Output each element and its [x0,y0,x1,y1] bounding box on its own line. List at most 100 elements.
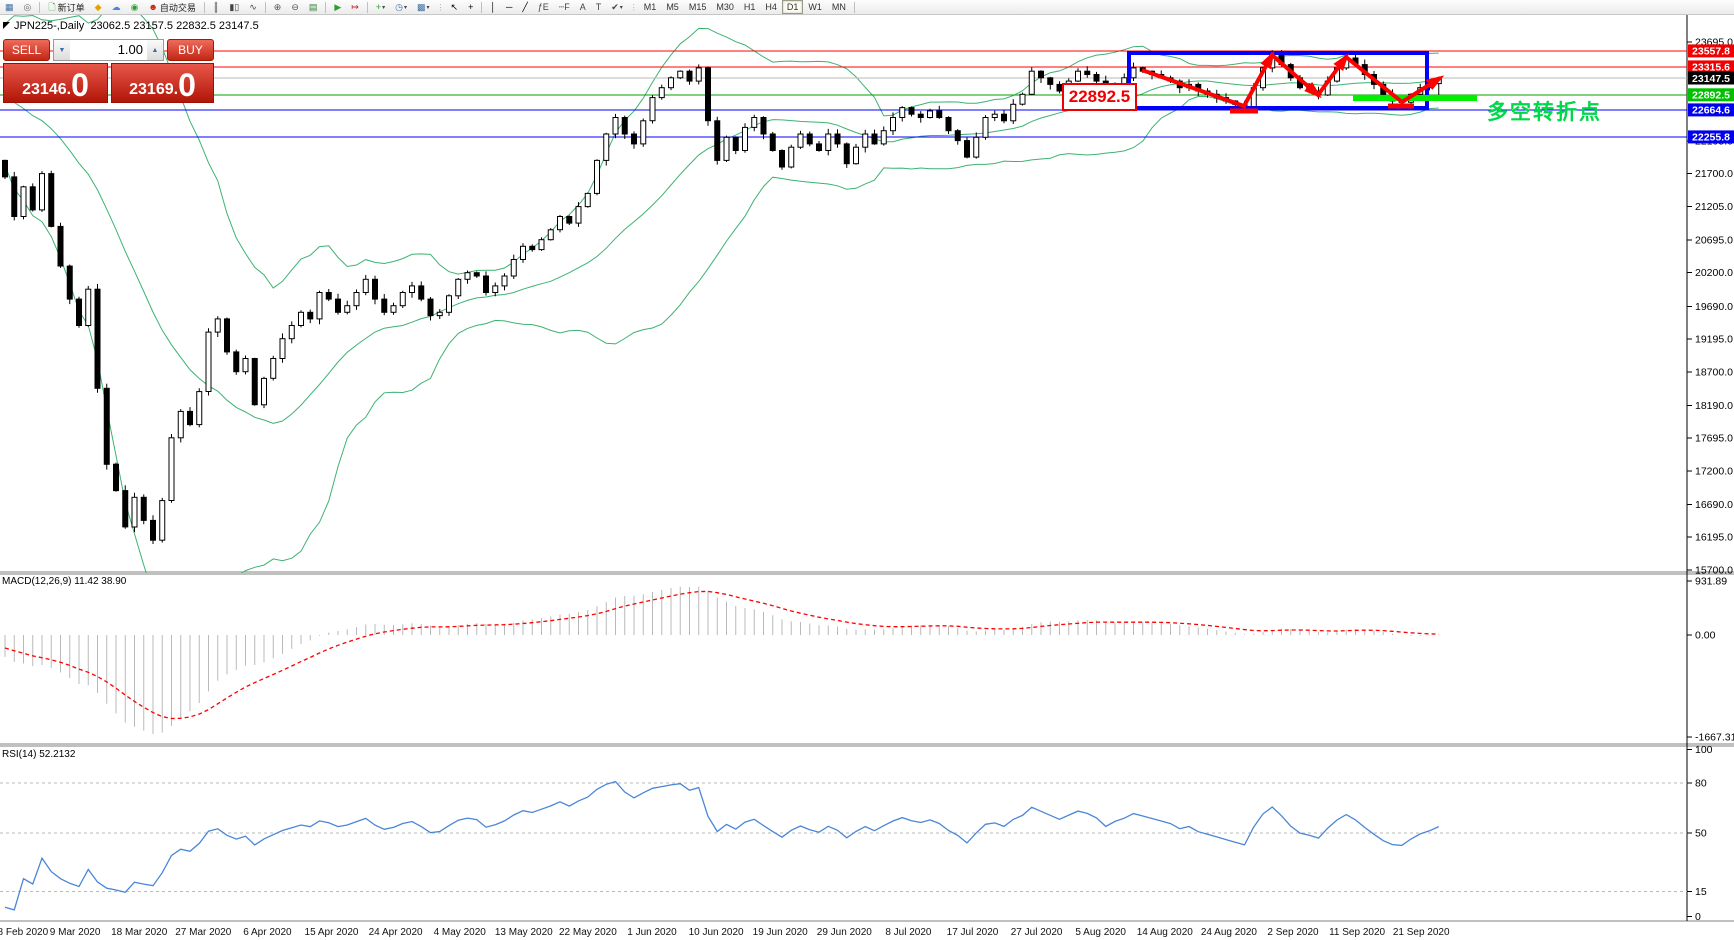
ohlc-close: 23147.5 [218,20,259,32]
timeframe-m30[interactable]: M30 [716,2,734,12]
rsi-tick: 0 [1695,911,1701,923]
auto-scroll-icon[interactable]: ▶ [330,0,345,14]
dropdown-arrow-icon[interactable]: ▾ [382,4,386,11]
date-label: 14 Aug 2020 [1137,927,1194,938]
price-level-badge [1688,88,1734,102]
templates-button: ▩ [417,2,426,12]
magnifier-icon[interactable]: ◎ [20,0,36,14]
new-order-button-label: 新订单 [57,2,85,13]
price-level-label: 23147.5 [1692,73,1730,85]
community-icon: ☁ [111,2,121,12]
date-label: 1 Jun 2020 [627,927,677,938]
ohlc-high: 23157.5 [133,20,174,32]
templates-button[interactable]: ▩ ▾ [413,0,434,14]
volume-increase-button[interactable]: ▲ [147,40,163,60]
periods-button[interactable]: ◷ ▾ [391,0,411,14]
date-label: 11 Sep 2020 [1329,927,1385,938]
zoom-in-icon: ⊕ [273,2,282,12]
sell-price-pip: 0 [71,67,89,103]
metaquotes-icon: ◆ [94,2,102,12]
bar-chart-icon[interactable]: ║ [209,0,223,14]
vertical-line-icon[interactable]: │ [486,0,500,14]
date-label: 8 Jul 2020 [885,927,932,938]
crosshair-icon[interactable]: + [464,0,477,14]
text-label-icon[interactable]: T [592,0,606,14]
macd-signal-line [4,590,1439,720]
fibo-expansion-icon[interactable]: ┄F [555,0,574,14]
cursor-icon: ↖ [450,2,459,12]
new-order-button: 🗋 [48,2,56,12]
date-label: 15 Apr 2020 [305,927,359,938]
price-tick: 20200.0 [1695,267,1733,279]
dropdown-arrow-icon[interactable]: ▾ [403,4,407,11]
price-level-label: 23315.6 [1692,62,1730,74]
date-label: 5 Aug 2020 [1075,927,1126,938]
metaquotes-icon[interactable]: ◆ [91,0,106,14]
autotrading-button[interactable]: ☻ 自动交易 [144,0,200,14]
crosshair-icon: + [468,2,474,12]
timeframe-m1[interactable]: M1 [643,2,657,12]
symbol-period: JPN225-,Daily [14,20,85,32]
timeframe-m15[interactable]: M15 [688,2,707,12]
new-order-button[interactable]: 🗋 新订单 [44,0,88,14]
volume-decrease-button[interactable]: ▼ [54,40,70,60]
price-tick: 21205.0 [1695,201,1733,213]
zoom-out-icon[interactable]: ⊖ [287,0,303,14]
autotrading-button-label: 自动交易 [159,2,196,13]
volume-value[interactable]: 1.00 [117,42,143,57]
date-label: 27 Jul 2020 [1011,927,1063,938]
zigzag-arrowhead [1260,50,1275,70]
price-tick: 20695.0 [1695,235,1733,247]
breakout-level-bar[interactable] [1353,95,1477,101]
arrows-icon[interactable]: ✔ ▾ [607,0,627,14]
auto-scroll-icon: ▶ [334,2,342,12]
date-label: 2 Sep 2020 [1267,927,1319,938]
macd-tick: 0.00 [1695,630,1716,642]
zoom-in-icon[interactable]: ⊕ [270,0,286,14]
fibonacci-icon[interactable]: ƒE [534,0,553,14]
price-tick: 16195.0 [1695,532,1733,544]
horizontal-line-icon[interactable]: ─ [502,0,516,14]
candlestick-icon[interactable]: ▮▯ [225,0,243,14]
toolbar-separator [481,1,483,13]
timeframe-h4[interactable]: H4 [765,2,777,12]
text-label-icon: T [595,2,602,12]
price-tick: 17695.0 [1695,433,1733,445]
rsi-tick: 80 [1695,778,1707,790]
zigzag-arrowhead [1304,81,1322,99]
buy-price: 23169 [129,81,174,98]
date-label: 10 Jun 2020 [689,927,744,938]
bar-chart-icon: ║ [212,2,220,12]
zigzag-arrowhead [1425,75,1445,91]
price-level-badge [1688,44,1734,58]
buy-button[interactable]: BUY [167,39,214,61]
level-lines [0,50,1687,138]
tile-windows-icon[interactable]: ▤ [305,0,322,14]
dropdown-arrow-icon[interactable]: ▾ [619,4,623,11]
new-chart-button[interactable]: + ▾ [372,0,389,14]
cursor-icon[interactable]: ↖ [447,0,463,14]
volume-stepper: ▼ 1.00 ▲ [53,39,164,61]
timeframe-d1[interactable]: D1 [781,0,804,14]
text-icon[interactable]: A [576,0,590,14]
signals-icon[interactable]: ◉ [127,0,143,14]
timeframe-mn[interactable]: MN [831,2,846,12]
timeframe-m5[interactable]: M5 [666,2,679,12]
chart-shift-icon[interactable]: ↦ [347,0,363,14]
sell-price-box[interactable]: 23146. 0 [3,63,108,103]
dropdown-arrow-icon[interactable]: ▾ [426,4,430,11]
timeframe-h1[interactable]: H1 [743,2,756,12]
date-label: 28 Feb 2020 [0,927,49,938]
periods-button: ◷ [395,2,403,12]
timeframe-w1[interactable]: W1 [808,2,822,12]
community-icon[interactable]: ☁ [108,0,125,14]
sell-button[interactable]: SELL [3,39,50,61]
fibonacci-icon: ƒE [537,2,549,12]
buy-price-box[interactable]: 23169. 0 [111,63,214,103]
trendline-icon[interactable]: ╱ [518,0,531,14]
line-chart-icon[interactable]: ∿ [245,0,261,14]
tile-windows-icon: ▤ [308,2,318,12]
chart-window-icon[interactable]: ▦ [1,0,18,14]
